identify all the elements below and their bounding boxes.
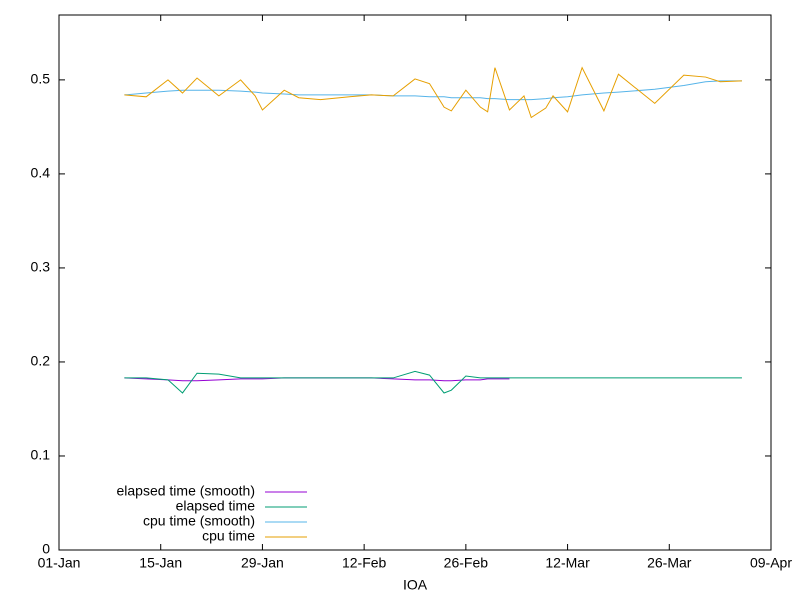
x-tick-label: 01-Jan [38,555,81,571]
legend-label: elapsed time (smooth) [116,483,255,499]
series-line [124,66,742,119]
x-tick-label: 26-Mar [647,555,692,571]
x-tick-label: 15-Jan [139,555,182,571]
y-tick-label: 0 [42,541,50,557]
x-tick-label: 09-Apr [750,555,792,571]
plot-frame [58,14,772,551]
x-axis-label: IOA [403,577,428,593]
x-tick-label: 12-Mar [545,555,590,571]
legend-label: cpu time (smooth) [143,513,255,529]
y-tick-label: 0.5 [31,71,51,87]
series-line [124,370,742,394]
x-tick-label: 29-Jan [241,555,284,571]
y-tick-label: 0.2 [31,353,51,369]
series-line [124,80,742,101]
x-tick-label: 12-Feb [342,555,387,571]
x-tick-label: 26-Feb [444,555,489,571]
y-tick-label: 0.1 [31,447,51,463]
y-tick-label: 0.3 [31,259,51,275]
legend-label: cpu time [202,528,255,544]
y-tick-label: 0.4 [31,165,51,181]
legend-label: elapsed time [176,498,256,514]
